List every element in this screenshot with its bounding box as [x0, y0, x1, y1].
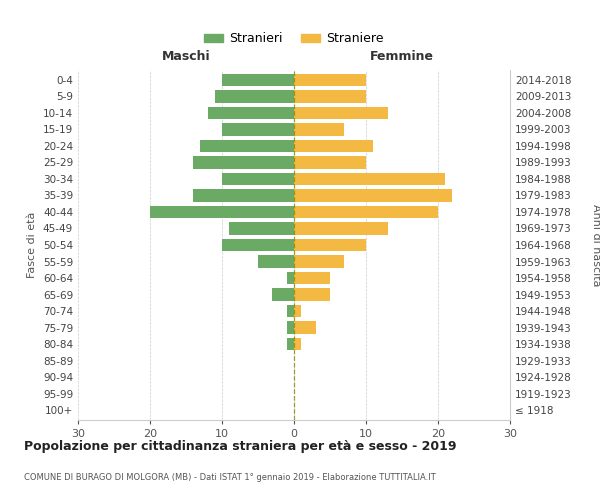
Bar — [294, 222, 388, 234]
Bar — [294, 206, 438, 218]
Bar — [272, 288, 294, 300]
Bar — [222, 239, 294, 251]
Bar — [294, 74, 366, 86]
Bar — [294, 123, 344, 136]
Bar — [222, 74, 294, 86]
Text: Popolazione per cittadinanza straniera per età e sesso - 2019: Popolazione per cittadinanza straniera p… — [24, 440, 457, 453]
Legend: Stranieri, Straniere: Stranieri, Straniere — [199, 27, 389, 50]
Bar — [229, 222, 294, 234]
Bar — [222, 173, 294, 185]
Bar — [294, 288, 330, 300]
Y-axis label: Anni di nascita: Anni di nascita — [591, 204, 600, 286]
Bar — [193, 190, 294, 202]
Bar — [294, 272, 330, 284]
Bar — [294, 190, 452, 202]
Bar — [294, 106, 388, 119]
Bar — [294, 90, 366, 102]
Bar — [150, 206, 294, 218]
Bar — [294, 156, 366, 168]
Bar — [294, 338, 301, 350]
Bar — [294, 256, 344, 268]
Bar — [294, 173, 445, 185]
Bar — [215, 90, 294, 102]
Bar — [294, 322, 316, 334]
Text: COMUNE DI BURAGO DI MOLGORA (MB) - Dati ISTAT 1° gennaio 2019 - Elaborazione TUT: COMUNE DI BURAGO DI MOLGORA (MB) - Dati … — [24, 473, 436, 482]
Text: Femmine: Femmine — [370, 50, 434, 62]
Bar — [287, 305, 294, 317]
Y-axis label: Fasce di età: Fasce di età — [28, 212, 37, 278]
Bar — [208, 106, 294, 119]
Text: Maschi: Maschi — [161, 50, 211, 62]
Bar — [287, 322, 294, 334]
Bar — [287, 338, 294, 350]
Bar — [258, 256, 294, 268]
Bar — [287, 272, 294, 284]
Bar — [294, 140, 373, 152]
Bar — [294, 239, 366, 251]
Bar — [193, 156, 294, 168]
Bar — [200, 140, 294, 152]
Bar — [222, 123, 294, 136]
Bar — [294, 305, 301, 317]
